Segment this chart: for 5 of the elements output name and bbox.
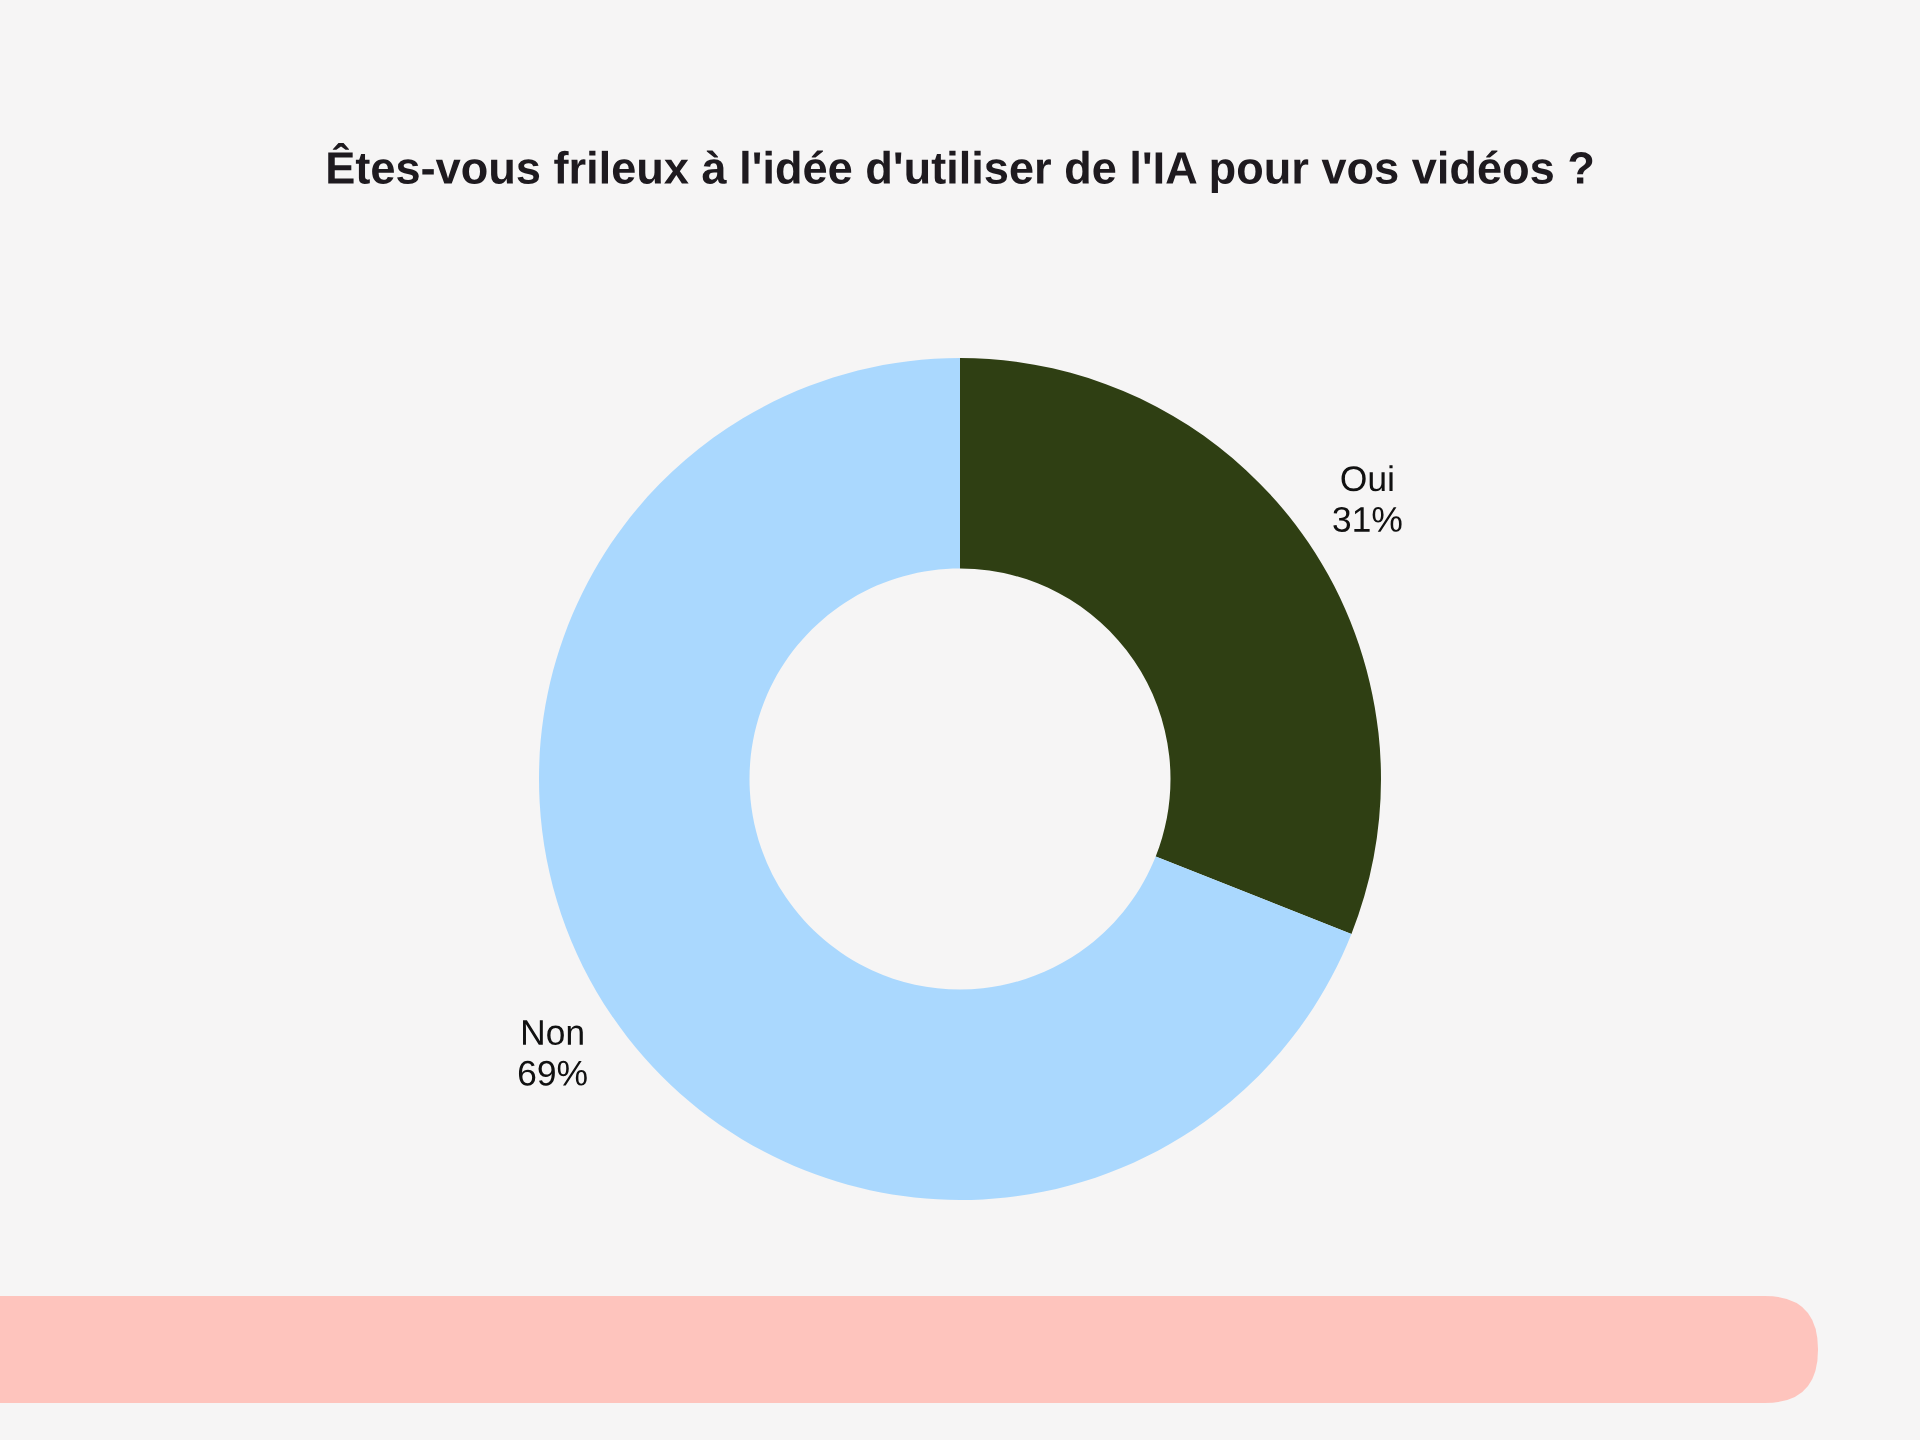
chart-title: Êtes-vous frileux à l'idée d'utiliser de l'IA pour vos vidéos ? <box>328 143 1593 193</box>
slice-label: Non <box>523 1020 583 1046</box>
data-label: 69% <box>518 1060 587 1086</box>
data-label: 31% <box>1333 506 1402 532</box>
slice-label: Oui <box>1341 465 1393 492</box>
